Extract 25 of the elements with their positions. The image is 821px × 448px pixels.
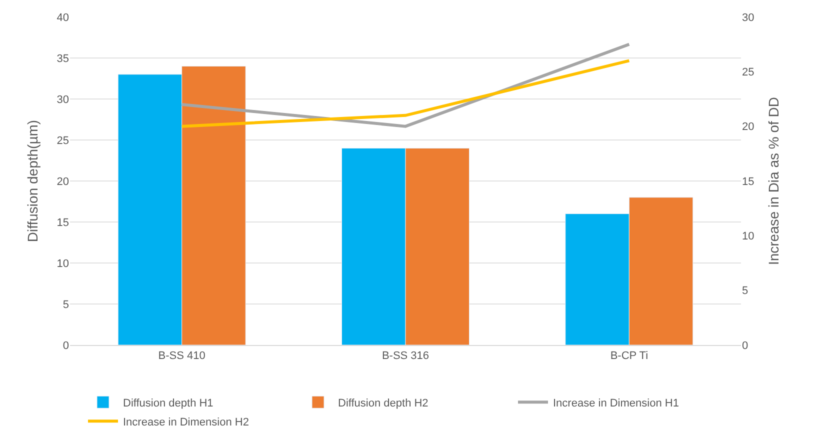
y-tick-label: 35 — [56, 52, 69, 65]
y2-tick-label: 30 — [742, 12, 754, 24]
y2-tick-label: 25 — [742, 66, 754, 79]
y-tick-label: 0 — [62, 340, 69, 352]
y-tick-label: 10 — [56, 258, 69, 270]
y-tick-label: 5 — [62, 298, 69, 311]
y2-axis-title: Increase in Dia as % of DD — [766, 96, 782, 266]
y-tick-label: 25 — [56, 134, 69, 147]
y2-tick-label: 20 — [742, 121, 754, 134]
y-tick-label: 40 — [56, 12, 69, 24]
y2-tick-label: 10 — [742, 230, 754, 243]
legend-label: Increase in Dimension H2 — [123, 416, 249, 428]
legend-label: Diffusion depth H2 — [338, 397, 428, 410]
y2-tick-label: 15 — [742, 176, 754, 188]
y-tick-label: 15 — [56, 216, 69, 229]
x-tick-label: B-SS 316 — [382, 350, 430, 362]
legend-label: Increase in Dimension H1 — [553, 397, 679, 410]
y-tick-label: 20 — [56, 176, 69, 188]
y-tick-label: 30 — [56, 94, 69, 106]
y-axis-title: Diffusion depth(µm) — [24, 120, 40, 242]
x-tick-label: B-CP Ti — [610, 350, 648, 362]
legend-label: Diffusion depth H1 — [123, 397, 214, 410]
y2-tick-label: 0 — [742, 340, 748, 352]
x-tick-label: B-SS 410 — [158, 350, 206, 362]
y2-tick-label: 5 — [742, 285, 748, 298]
